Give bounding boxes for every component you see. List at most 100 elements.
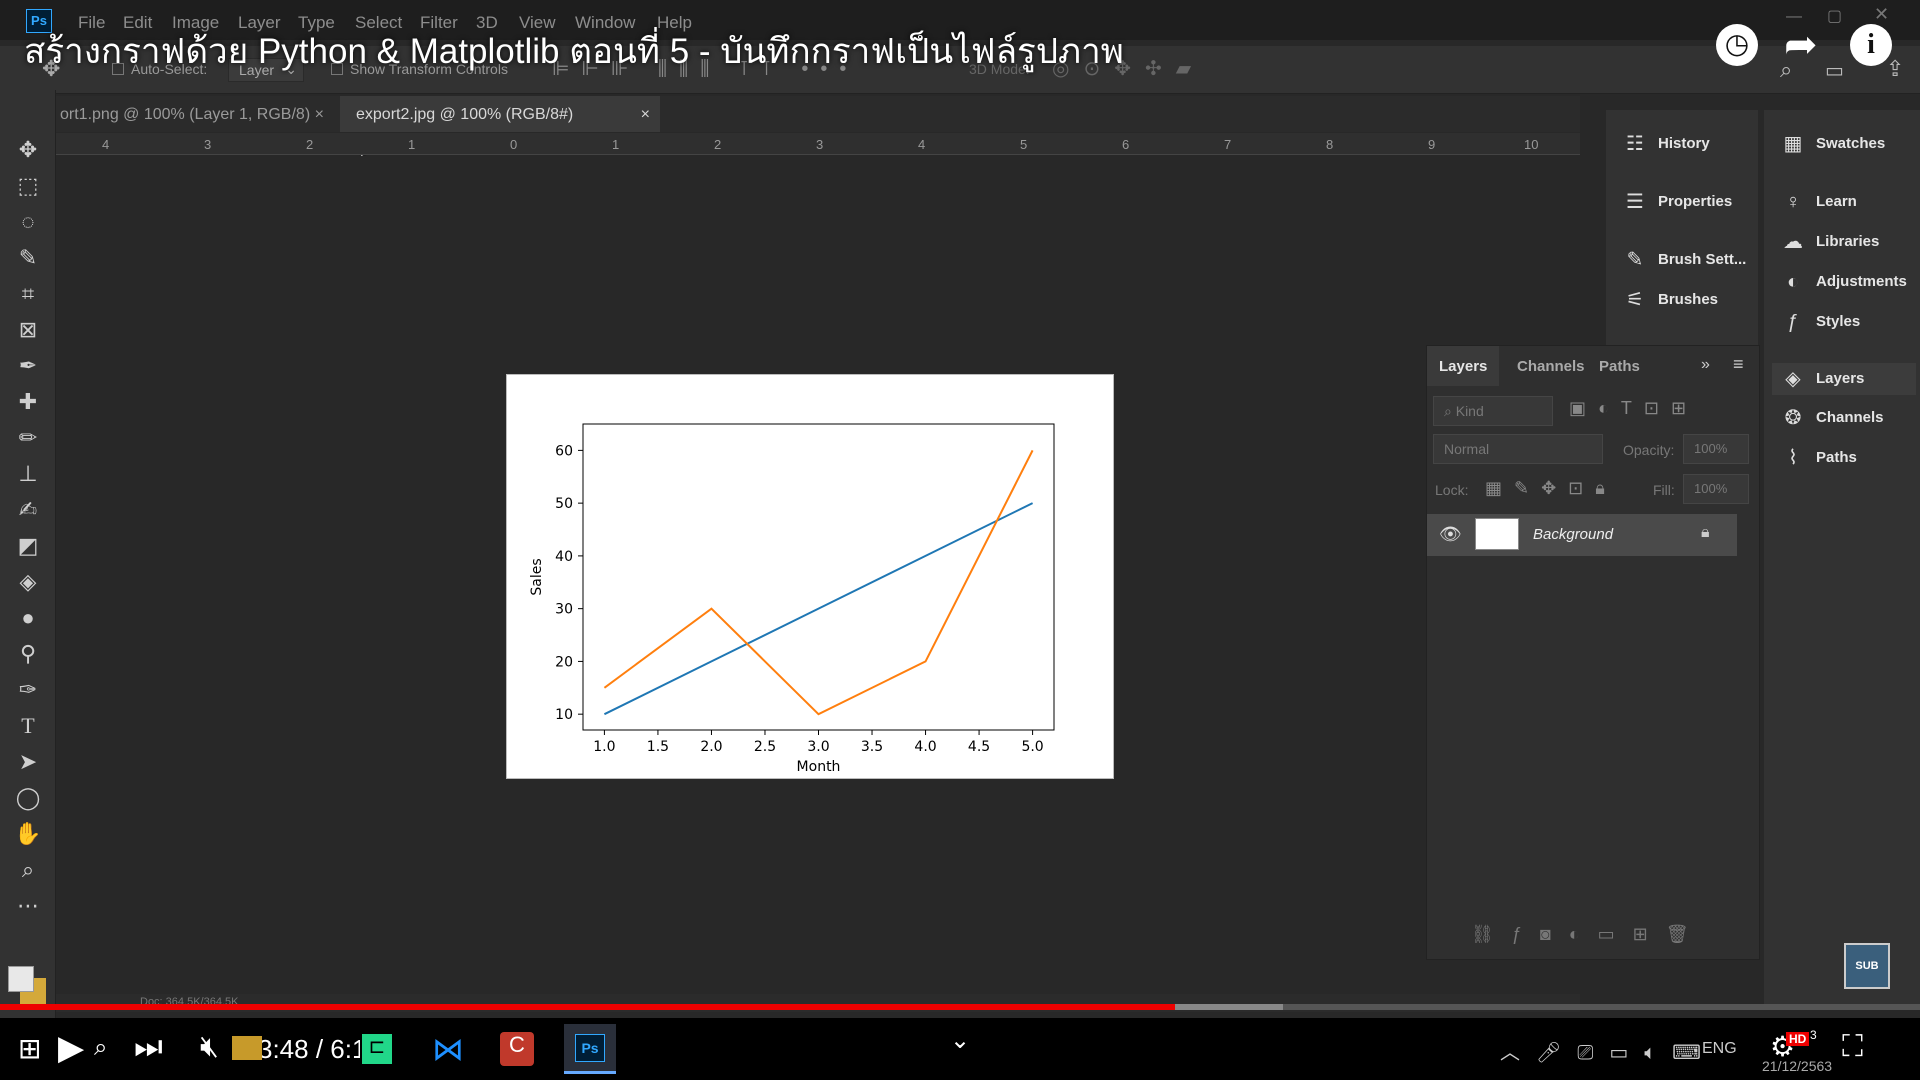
panel-history[interactable]: ☷ History bbox=[1614, 128, 1710, 160]
panel-channels[interactable]: ❂ Channels bbox=[1772, 402, 1884, 434]
dodge-tool-icon[interactable]: ⚲ bbox=[19, 641, 37, 666]
tab-layers[interactable]: Layers bbox=[1427, 346, 1500, 386]
close-icon[interactable]: ✕ bbox=[1874, 4, 1890, 24]
fill-field[interactable]: 100% bbox=[1683, 474, 1749, 504]
frame-tool-icon[interactable]: ⊠ bbox=[18, 317, 38, 342]
next-icon[interactable]: ⏭ bbox=[134, 1028, 163, 1064]
history-brush-tool-icon[interactable]: ✍ bbox=[18, 497, 38, 522]
subscribe-badge[interactable]: SUB bbox=[1844, 943, 1890, 989]
chevron-down-icon[interactable]: ⌄ bbox=[950, 1027, 971, 1054]
workspace-icon[interactable]: ▭ bbox=[1825, 60, 1844, 82]
menu-image[interactable]: Image bbox=[172, 13, 220, 32]
panel-styles[interactable]: ƒ Styles bbox=[1772, 306, 1860, 338]
file-explorer-icon[interactable] bbox=[232, 1036, 262, 1060]
panel-layers[interactable]: ◈ Layers bbox=[1772, 363, 1916, 395]
tab-export2[interactable]: export2.jpg @ 100% (RGB/8#) × bbox=[340, 96, 660, 132]
menu-view[interactable]: View bbox=[519, 13, 556, 32]
menu-file[interactable]: File bbox=[78, 13, 106, 32]
menu-window[interactable]: Window bbox=[575, 13, 636, 32]
share-icon[interactable]: ⇪ bbox=[1886, 56, 1905, 81]
ruler-tick: 0 bbox=[510, 137, 518, 152]
3d-tool-icons[interactable]: ◎⊙✥✣▰ bbox=[1052, 58, 1206, 80]
panel-learn[interactable]: ♀ Learn bbox=[1772, 186, 1857, 218]
layer-select-dropdown[interactable]: Layer ⌄ bbox=[228, 58, 304, 82]
panel-swatches[interactable]: ▦ Swatches bbox=[1772, 128, 1886, 160]
panel-menu-icon[interactable]: ≡ bbox=[1733, 354, 1744, 374]
windows-start-icon[interactable]: ⊞ bbox=[18, 1033, 42, 1064]
transform-checkbox[interactable] bbox=[331, 63, 343, 75]
menu-select[interactable]: Select bbox=[355, 13, 403, 32]
menu-type[interactable]: Type bbox=[298, 13, 335, 32]
vscode-icon[interactable]: ⋈ bbox=[432, 1031, 464, 1067]
tab-paths[interactable]: Paths bbox=[1599, 358, 1640, 375]
close-tab-icon[interactable]: × bbox=[640, 106, 650, 123]
type-tool-icon[interactable]: T bbox=[21, 713, 35, 738]
panel-brushes[interactable]: ⚟ Brushes bbox=[1614, 284, 1718, 316]
app-red-icon[interactable]: C bbox=[500, 1032, 534, 1066]
tray-icons[interactable]: ︿🎤︎⎚▭🔈︎⌨ bbox=[1500, 1042, 1718, 1064]
opacity-field[interactable]: 100% bbox=[1683, 434, 1749, 464]
brush-tool-icon[interactable]: ✏ bbox=[18, 425, 38, 450]
minimize-icon[interactable]: — bbox=[1786, 8, 1802, 25]
notification-count: 3 bbox=[1810, 1028, 1817, 1042]
filter-icons[interactable]: ▣◐T⊡⊞ bbox=[1569, 398, 1699, 418]
auto-select-checkbox[interactable] bbox=[112, 63, 124, 75]
info-icon[interactable]: i bbox=[1850, 24, 1892, 66]
zoom-tool-icon[interactable]: ⌕ bbox=[21, 857, 35, 882]
exit-fullscreen-icon[interactable]: ⛶ bbox=[1842, 1030, 1863, 1063]
move-tool-icon[interactable]: ✥ bbox=[42, 56, 61, 81]
play-icon[interactable]: ▶ bbox=[58, 1029, 85, 1067]
healing-tool-icon[interactable]: ✚ bbox=[18, 389, 38, 414]
panel-properties[interactable]: ☰ Properties bbox=[1614, 186, 1732, 218]
marquee-tool-icon[interactable]: ⬚ bbox=[17, 173, 39, 198]
menu-layer[interactable]: Layer bbox=[238, 13, 281, 32]
hand-tool-icon[interactable]: ✋ bbox=[14, 821, 42, 846]
panel-brush-settings[interactable]: ✎ Brush Sett... bbox=[1614, 244, 1747, 276]
layer-select-value: Layer bbox=[239, 62, 275, 78]
panel-adjustments[interactable]: ◐ Adjustments bbox=[1772, 266, 1907, 298]
auto-select-label: Auto-Select: bbox=[131, 61, 208, 77]
lock-icons[interactable]: ▦✎✥⊡🔒︎ bbox=[1485, 478, 1617, 498]
photoshop-taskbar-icon[interactable]: Ps bbox=[564, 1024, 616, 1074]
layer-row[interactable]: 👁︎ Background 🔒︎ bbox=[1427, 514, 1737, 556]
ruler-tick: 3 bbox=[816, 137, 824, 152]
watch-later-icon[interactable]: ◷ bbox=[1716, 24, 1758, 66]
pycharm-icon[interactable]: ⊏ bbox=[360, 1032, 394, 1066]
search-icon[interactable]: ⌕ bbox=[1780, 57, 1793, 82]
menu-edit[interactable]: Edit bbox=[123, 13, 153, 32]
eraser-tool-icon[interactable]: ◩ bbox=[17, 533, 39, 558]
menu-3d[interactable]: 3D bbox=[476, 13, 498, 32]
ellipse-tool-icon[interactable]: ◯ bbox=[15, 785, 41, 810]
maximize-icon[interactable]: ▢ bbox=[1827, 8, 1843, 25]
language-indicator[interactable]: ENG bbox=[1702, 1040, 1737, 1057]
blend-mode-select[interactable]: Normal bbox=[1433, 434, 1603, 464]
stamp-tool-icon[interactable]: ⊥ bbox=[18, 461, 38, 486]
quick-select-tool-icon[interactable]: ✎ bbox=[18, 245, 38, 270]
panel-libraries[interactable]: ☁ Libraries bbox=[1772, 226, 1879, 258]
crop-tool-icon[interactable]: ⌗ bbox=[21, 281, 35, 306]
lasso-tool-icon[interactable]: ◌ bbox=[21, 209, 35, 234]
visibility-eye-icon[interactable]: 👁︎ bbox=[1439, 524, 1462, 544]
align-icons[interactable]: ⊫⊩⊪ ⫼⫼⫼ ⊺⊺ ••• bbox=[552, 58, 859, 80]
move-tool-icon[interactable]: ✥ bbox=[18, 137, 38, 162]
close-tab-icon[interactable]: × bbox=[314, 106, 324, 123]
layer-filter-kind[interactable]: ⌕ Kind bbox=[1433, 396, 1553, 426]
menu-filter[interactable]: Filter bbox=[420, 13, 458, 32]
more-tools-icon[interactable]: ⋯ bbox=[17, 893, 39, 918]
mute-icon[interactable]: 🔇︎ bbox=[200, 1030, 219, 1063]
path-select-tool-icon[interactable]: ➤ bbox=[18, 749, 38, 774]
blur-tool-icon[interactable]: ● bbox=[21, 605, 35, 630]
panel-expand-icon[interactable]: » bbox=[1701, 356, 1710, 373]
document-image[interactable]: 1.0 1.5 2.0 2.5 3.0 3.5 4.0 4.5 5.0 10 20 30 40 50 60 M… bbox=[506, 374, 1114, 779]
tab-export1[interactable]: ort1.png @ 100% (Layer 1, RGB/8) × bbox=[44, 96, 334, 132]
eyedropper-tool-icon[interactable]: ✒ bbox=[18, 353, 38, 378]
layer-bottom-icons[interactable]: ⛓ƒ◙◐▭⊞🗑︎ bbox=[1471, 924, 1707, 944]
foreground-color-swatch[interactable] bbox=[8, 966, 34, 992]
search-icon[interactable]: ⌕ bbox=[94, 1034, 108, 1061]
menu-help[interactable]: Help bbox=[657, 13, 692, 32]
tab-channels[interactable]: Channels bbox=[1517, 358, 1585, 375]
panel-paths[interactable]: ⌇ Paths bbox=[1772, 442, 1857, 474]
share-video-icon[interactable]: ➦ bbox=[1784, 23, 1818, 67]
paint-bucket-tool-icon[interactable]: ◈ bbox=[19, 569, 37, 594]
pen-tool-icon[interactable]: ✑ bbox=[18, 677, 38, 702]
